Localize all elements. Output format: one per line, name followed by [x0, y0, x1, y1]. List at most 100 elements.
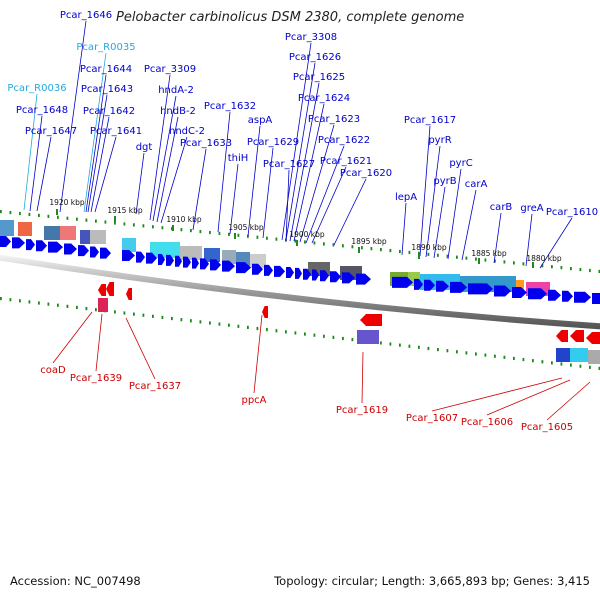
gene-label-pcar-1644[interactable]: Pcar_1644	[80, 64, 132, 75]
forward-gene-arrow	[78, 245, 89, 257]
forward-scale-tick	[85, 218, 88, 222]
reverse-scale-tick	[313, 333, 316, 337]
reverse-scale-tick	[579, 364, 582, 368]
reverse-scale-tick	[513, 356, 515, 361]
forward-scale-tick	[95, 219, 97, 223]
gene-label-pcar-1620[interactable]: Pcar_1620	[340, 168, 392, 179]
leader-pcar-1620	[333, 178, 367, 246]
forward-gene-arrow	[0, 236, 11, 247]
gene-label-pcar-1625[interactable]: Pcar_1625	[293, 72, 345, 83]
leader-pcar-1643	[87, 94, 108, 213]
gene-label-pcar-r0035[interactable]: Pcar_R0035	[76, 42, 135, 53]
label-leader-lines	[23, 20, 591, 421]
forward-scale-tick	[0, 210, 2, 214]
leader-thih	[229, 163, 239, 235]
reverse-scale-tick	[427, 346, 430, 351]
gene-label-hndc-2[interactable]: hndC-2	[169, 126, 205, 137]
gene-label-pcar-1637[interactable]: Pcar_1637	[129, 381, 181, 392]
gene-label-pcar-1624[interactable]: Pcar_1624	[298, 93, 350, 104]
leader-cara	[461, 189, 477, 261]
gene-label-lepa[interactable]: lepA	[395, 192, 417, 203]
gene-label-pcar-1647[interactable]: Pcar_1647	[25, 126, 77, 137]
gene-label-pcar-1619[interactable]: Pcar_1619	[336, 405, 388, 416]
gene-label-pyrr[interactable]: pyrR	[428, 135, 451, 146]
leader-carb	[493, 212, 502, 264]
gene-label-pcar-1642[interactable]: Pcar_1642	[83, 106, 135, 117]
gene-label-pcar-1607[interactable]: Pcar_1607	[406, 413, 458, 424]
gene-label-pcar-1622[interactable]: Pcar_1622	[318, 135, 370, 146]
forward-gene-arrow	[252, 263, 263, 275]
gene-label-pcar-1641[interactable]: Pcar_1641	[90, 126, 142, 137]
leader-pcar-1626	[285, 62, 316, 241]
gene-label-pcar-1632[interactable]: Pcar_1632	[204, 101, 256, 112]
reverse-scale-tick	[66, 304, 69, 308]
reverse-scale-tick	[446, 349, 449, 353]
major-tick	[234, 233, 236, 239]
gene-label-pcar-1648[interactable]: Pcar_1648	[16, 105, 68, 116]
gene-label-pcar-1606[interactable]: Pcar_1606	[461, 417, 513, 428]
gene-label-thih[interactable]: thiH	[228, 153, 249, 164]
gene-label-pcar-1646[interactable]: Pcar_1646	[60, 10, 112, 21]
gene-label-pcar-1623[interactable]: Pcar_1623	[308, 114, 360, 125]
gene-label-pcar-3309[interactable]: Pcar_3309	[144, 64, 196, 75]
leader-pcar-1647	[36, 136, 52, 212]
reverse-scale-tick	[560, 362, 563, 366]
gene-label-pyrc[interactable]: pyrC	[449, 158, 472, 169]
reverse-scale-tick	[332, 335, 335, 339]
gene-label-pcar-1621[interactable]: Pcar_1621	[320, 156, 372, 167]
gene-label-dgt[interactable]: dgt	[136, 142, 153, 153]
gene-label-pcar-1633[interactable]: Pcar_1633	[180, 138, 232, 149]
gene-label-pcar-1643[interactable]: Pcar_1643	[81, 84, 133, 95]
reverse-scale-tick	[389, 342, 392, 346]
leader-pcar-3308	[281, 42, 312, 241]
cog-box-3	[60, 226, 76, 240]
cog-box-10	[222, 250, 236, 264]
forward-gene-arrow	[468, 283, 493, 295]
forward-scale-tick	[123, 222, 126, 226]
reverse-scale-tick	[323, 334, 325, 338]
forward-scale-tick	[218, 231, 221, 236]
gene-label-pcar-3308[interactable]: Pcar_3308	[285, 32, 337, 43]
forward-scale-tick	[190, 229, 192, 233]
gene-label-hnda-2[interactable]: hndA-2	[158, 85, 194, 96]
gene-label-cara[interactable]: carA	[465, 179, 488, 190]
gene-label-coad[interactable]: coaD	[40, 365, 66, 376]
forward-gene-arrow	[222, 260, 235, 272]
forward-gene-arrow	[295, 267, 302, 279]
scale-label-2: 1910 kbp	[166, 215, 202, 224]
reverse-scale-tick	[199, 320, 202, 324]
reverse-scale-tick	[123, 311, 126, 315]
gene-label-pcar-1605[interactable]: Pcar_1605	[521, 422, 573, 433]
forward-scale-tick	[560, 266, 563, 270]
leader-pcar-r0035	[83, 52, 107, 213]
gene-label-hndb-2[interactable]: hndB-2	[160, 106, 196, 117]
forward-scale-tick	[408, 250, 411, 255]
gene-label-pcar-1629[interactable]: Pcar_1629	[247, 137, 299, 148]
reverse-scale-tick	[342, 336, 344, 341]
reverse-gene-arrow-1	[106, 282, 114, 296]
reverse-scale-tick	[0, 297, 2, 301]
forward-gene-arrow	[548, 289, 561, 301]
gene-label-pyrb[interactable]: pyrB	[433, 176, 456, 187]
gene-label-carb[interactable]: carB	[490, 202, 513, 213]
reverse-scale-tick	[38, 301, 40, 305]
gene-label-aspa[interactable]: aspA	[248, 115, 273, 126]
forward-gene-arrow	[562, 290, 573, 302]
major-tick	[172, 225, 174, 231]
gene-label-pcar-r0036[interactable]: Pcar_R0036	[7, 83, 66, 94]
gene-label-ppca[interactable]: ppcA	[241, 395, 266, 406]
gene-label-pcar-1627[interactable]: Pcar_1627	[263, 159, 315, 170]
leader-pcar-1610	[539, 217, 573, 269]
forward-scale-tick	[370, 247, 373, 251]
forward-gene-arrow	[236, 262, 251, 274]
forward-gene-arrow	[166, 254, 174, 266]
reverse-scale-tick	[152, 314, 154, 318]
cog-box-0	[0, 220, 14, 236]
leader-pcar-1641	[94, 136, 117, 213]
gene-label-grea[interactable]: greA	[520, 203, 543, 214]
gene-label-pcar-1617[interactable]: Pcar_1617	[404, 115, 456, 126]
gene-label-pcar-1610[interactable]: Pcar_1610	[546, 207, 598, 218]
leader-pcar-3309	[149, 74, 171, 221]
gene-label-pcar-1639[interactable]: Pcar_1639	[70, 373, 122, 384]
gene-label-pcar-1626[interactable]: Pcar_1626	[289, 52, 341, 63]
